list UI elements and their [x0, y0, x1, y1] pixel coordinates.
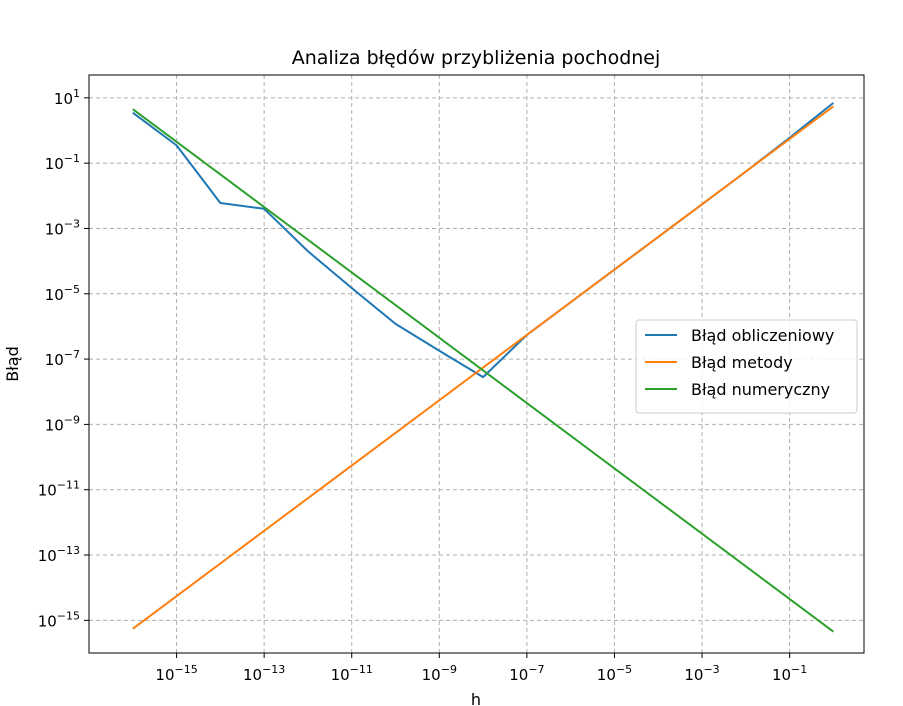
legend-label: Błąd numeryczny	[691, 380, 830, 399]
y-tick-label: 10−7	[45, 348, 80, 369]
y-axis-label: Błąd	[3, 346, 22, 381]
series-line-2	[132, 105, 834, 630]
y-tick-label: 10−15	[38, 609, 80, 630]
x-tick-label: 10−5	[597, 663, 632, 684]
plot-area-frame	[88, 74, 865, 654]
legend-label: Błąd obliczeniowy	[691, 326, 834, 345]
x-tick-label: 10−15	[155, 663, 197, 684]
y-tick-label: 10−11	[38, 479, 80, 500]
x-tick-label: 10−3	[684, 663, 719, 684]
legend-box	[635, 319, 858, 414]
ticks: 10−15 10−13 10−11 10−9 10−7 10−5 10−3 10−1 101 10…	[38, 87, 808, 684]
x-tick-label: 10−13	[243, 663, 285, 684]
x-tick-label: 10−7	[509, 663, 544, 684]
x-tick-label: 10−9	[422, 663, 457, 684]
x-axis-label: h	[471, 690, 481, 706]
y-tick-label: 10−13	[38, 544, 80, 565]
y-tick-label: 10−3	[45, 217, 80, 238]
series-line-3	[132, 108, 834, 633]
legend-label: Błąd metody	[691, 353, 793, 372]
x-tick-label: 10−11	[331, 663, 373, 684]
chart-title: Analiza błędów przybliżenia pochodnej	[292, 47, 661, 69]
y-tick-label: 10−9	[45, 413, 80, 434]
series-lines	[132, 102, 835, 633]
y-tick-label: 10−5	[45, 283, 80, 304]
x-tick-label: 10−1	[772, 663, 807, 684]
y-tick-label: 10−1	[45, 152, 80, 173]
y-tick-label: 101	[54, 87, 80, 108]
legend: Błąd obliczeniowy Błąd metody Błąd numeryc…	[635, 319, 858, 414]
